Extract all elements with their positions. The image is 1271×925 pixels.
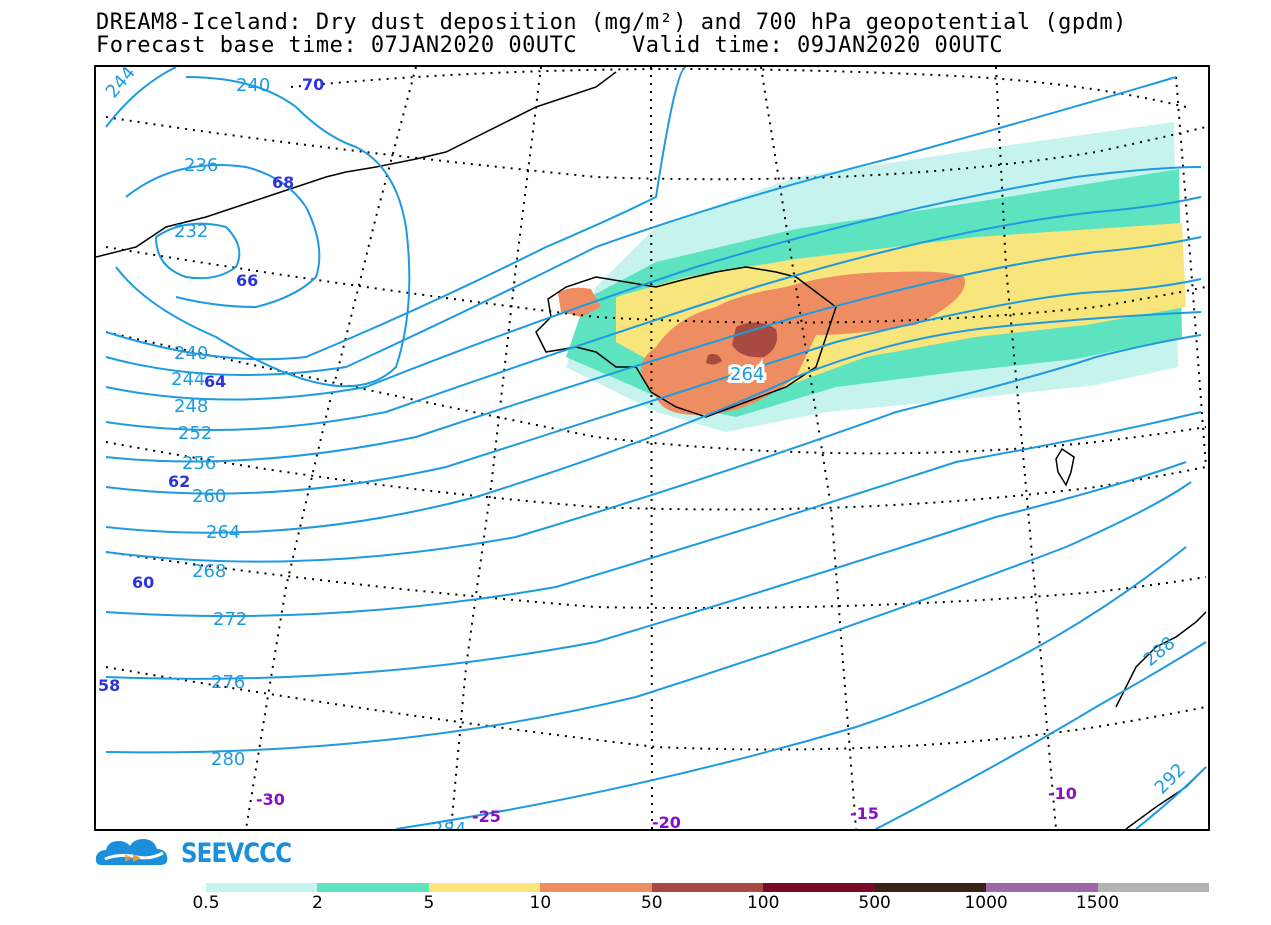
latitude-line-58	[105, 666, 1207, 751]
legend-label: 1500	[1075, 893, 1120, 913]
longitude-label: -30	[256, 790, 285, 809]
legend-label: 50	[640, 893, 663, 913]
geopotential-label: 268	[192, 561, 226, 582]
latitude-line-62	[105, 441, 1207, 511]
logo-text: SEEVCCC	[181, 837, 292, 869]
longitude-line-20	[650, 67, 653, 829]
longitude-line-25	[450, 67, 542, 829]
graticule	[105, 67, 1207, 829]
longitude-label: -20	[652, 813, 681, 829]
latitude-line-60	[105, 551, 1207, 609]
legend-swatch	[540, 883, 652, 892]
contour-284	[395, 546, 1187, 829]
geopotential-label: 240	[236, 75, 270, 96]
contour-252	[105, 196, 1202, 431]
dust-area-10-west	[558, 287, 601, 317]
geopotential-label: 292	[1151, 759, 1190, 798]
dust-deposition-shading	[558, 122, 1186, 432]
longitude-label: -15	[850, 804, 879, 823]
legend-swatch	[874, 883, 987, 892]
contour-232	[154, 222, 241, 280]
geopotential-label: 276	[211, 672, 245, 693]
contour-244-top	[105, 67, 177, 128]
legend-label: 1000	[964, 893, 1008, 913]
longitude-line-10	[995, 67, 1057, 829]
contour-268	[105, 334, 1202, 563]
longitude-label: -25	[472, 807, 501, 826]
greenland-coast	[96, 71, 617, 258]
geopotential-label: 232	[174, 221, 208, 242]
latitude-label: 70	[302, 75, 324, 94]
contour-240-top	[115, 76, 411, 388]
contour-264	[105, 311, 1202, 534]
latitude-label: 60	[132, 573, 154, 592]
latitude-label: 62	[168, 472, 190, 491]
geopotential-label: 252	[178, 423, 212, 444]
legend-swatch	[206, 883, 318, 892]
map-subtitle-times: Forecast base time: 07JAN2020 00UTC Vali…	[96, 33, 1004, 58]
contour-276	[105, 461, 1187, 680]
longitude-line-30	[245, 67, 417, 829]
contour-244	[105, 76, 1177, 376]
contour-248	[105, 166, 1202, 401]
geopotential-label: 272	[213, 609, 247, 630]
legend-swatch	[986, 883, 1098, 892]
deposition-scale-labels: 0.5 2 5 10 50 100 500 1000 1500	[0, 893, 1271, 917]
contour-236	[125, 164, 321, 309]
iceland-coast	[535, 266, 837, 418]
geopotential-label: 248	[174, 396, 208, 417]
geopotential-label: 256	[182, 453, 216, 474]
geopotential-label: 244	[171, 369, 205, 390]
legend-label: 10	[529, 893, 552, 913]
latitude-line-68	[105, 116, 1207, 181]
cloud-logo-icon	[95, 839, 168, 865]
legend-label: 500	[858, 893, 891, 913]
longitude-label: -10	[1048, 784, 1077, 803]
geopotential-label: 284	[432, 819, 466, 829]
legend-label: 100	[746, 893, 780, 913]
contour-240	[105, 67, 687, 361]
geopotential-label: 280	[211, 749, 245, 770]
contour-292	[1135, 766, 1207, 829]
legend-swatch	[1097, 883, 1209, 892]
latitude-label: 68	[272, 173, 294, 192]
latitude-line-70	[290, 68, 1187, 108]
legend-swatch	[317, 883, 429, 892]
forecast-map: 244 240 236 232 240 244 248 252 256 260 264 268 272 2…	[94, 65, 1210, 831]
seevccc-logo: SEEVCCC	[95, 835, 311, 871]
legend-swatch	[428, 883, 541, 892]
geopotential-label: 236	[184, 155, 218, 176]
legend-label: 2	[312, 893, 323, 913]
legend-swatch	[651, 883, 764, 892]
latitude-label: 64	[204, 372, 226, 391]
legend-label: 5	[423, 893, 435, 913]
contour-288	[875, 641, 1207, 829]
geopotential-contours	[105, 67, 1207, 829]
contour-256	[105, 236, 1202, 463]
legend-label: 0.5	[192, 893, 220, 913]
longitude-labels: -30 -25 -20 -15 -10	[256, 784, 1077, 829]
dust-area-50-b	[706, 353, 722, 365]
faroe-islands-coast	[1055, 447, 1075, 487]
norway-coast	[1115, 611, 1207, 708]
deposition-color-scale	[206, 883, 1209, 892]
geopotential-label: 240	[174, 343, 208, 364]
dust-area-50	[732, 322, 778, 358]
geopotential-label: 260	[192, 486, 226, 507]
latitude-label: 58	[98, 676, 120, 695]
legend-swatch	[763, 883, 875, 892]
latitude-label: 66	[236, 271, 258, 290]
contour-272	[105, 411, 1202, 618]
latitude-labels: 70 68 66 64 62 60 58	[98, 75, 324, 695]
latitude-line-64	[105, 331, 1207, 455]
geopotential-label: 264	[730, 364, 764, 385]
coastlines	[96, 71, 1207, 829]
geopotential-label: 264	[206, 522, 240, 543]
contour-260	[105, 278, 1202, 495]
map-title: DREAM8-Iceland: Dry dust deposition (mg/…	[96, 10, 1127, 35]
contour-280	[105, 481, 1192, 754]
